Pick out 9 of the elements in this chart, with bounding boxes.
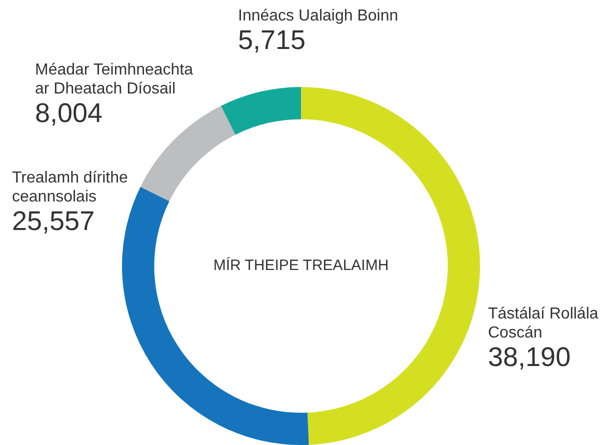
data-label: 8,004 [35,98,103,128]
data-label: 38,190 [488,342,571,372]
data-label: 5,715 [238,24,306,55]
slice-label: Méadar Teimhneachta ar Dheatach Díosail [35,61,194,98]
data-label: 25,557 [12,206,95,236]
slice-label: Trealamh dírithe ceannsolais [12,169,128,206]
slice-label: Tástálaí Rollála Coscán [488,305,598,342]
text: MÍR THEIPE TREALAIMH [213,256,389,274]
slice-label: Innéacs Ualaigh Boinn [238,7,398,24]
